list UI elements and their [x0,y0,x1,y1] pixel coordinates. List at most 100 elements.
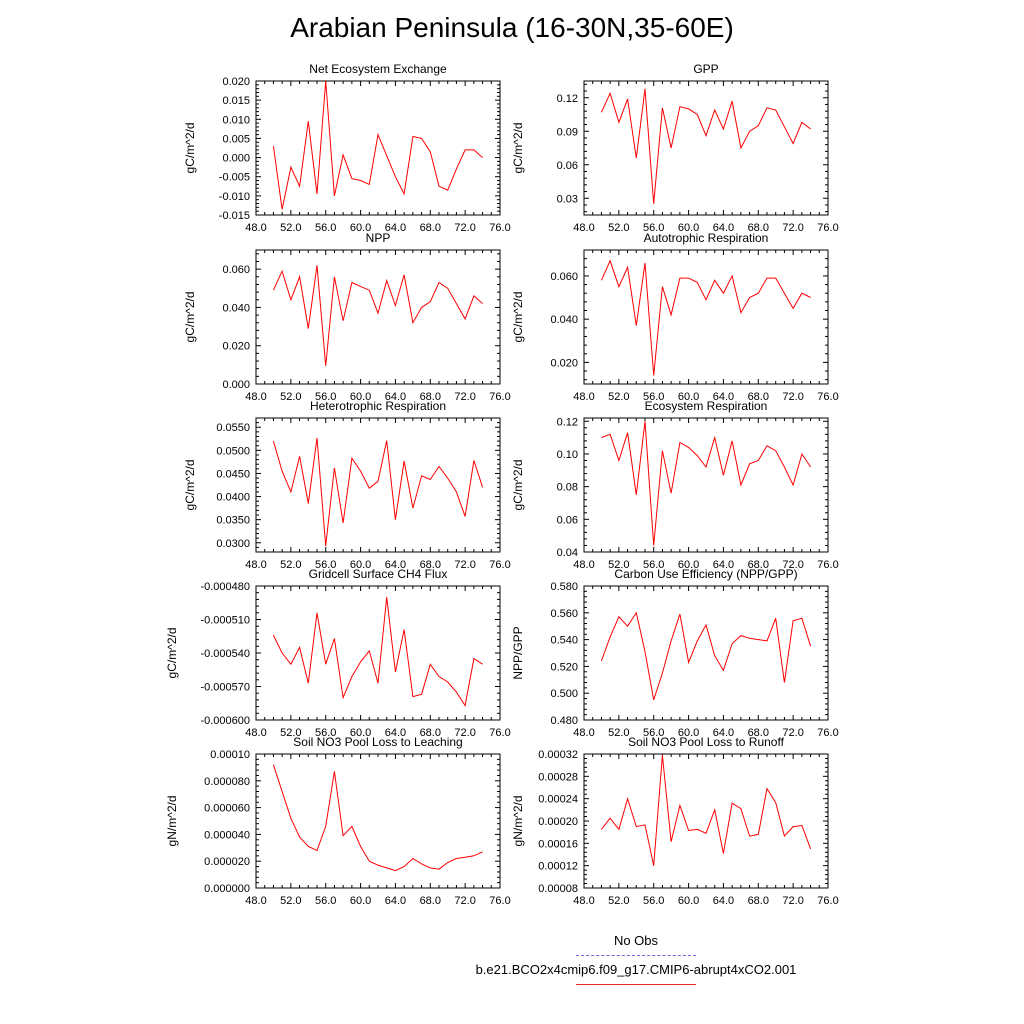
legend-model-line [576,984,696,985]
x-tick-label: 60.0 [678,559,699,571]
y-tick-label: 0.000080 [204,776,250,788]
y-tick-label: 0.10 [557,449,578,461]
series-line-1 [272,265,483,366]
x-tick-label: 68.0 [420,222,441,234]
x-tick-label: 72.0 [782,727,803,739]
y-tick-label: 0.520 [550,661,578,673]
chart-panel-1: Net Ecosystem Exchange gC/m^2/d 48.0 52.0 56… [183,62,511,234]
x-tick-label: 60.0 [350,727,371,739]
y-tick-label: 0.500 [550,688,578,700]
x-tick-label: 52.0 [280,559,301,571]
series-line-1 [600,88,811,204]
chart-panel-8: Carbon Use Efficiency (NPP/GPP) NPP/GPP 48… [511,567,839,739]
x-tick-label: 76.0 [817,727,838,739]
y-tick-label: 0.0300 [216,538,250,550]
y-tick-label: -0.000510 [200,615,250,627]
panel-title: Carbon Use Efficiency (NPP/GPP) [614,567,797,581]
x-tick-label: 76.0 [489,727,510,739]
x-tick-label: 48.0 [245,727,266,739]
x-tick-label: 48.0 [245,559,266,571]
y-tick-label: 0.560 [550,608,578,620]
x-tick-label: 68.0 [748,895,769,907]
x-tick-label: 48.0 [573,222,594,234]
x-tick-label: 56.0 [643,222,664,234]
panel-title: Soil NO3 Pool Loss to Leaching [293,735,462,749]
x-tick-label: 72.0 [454,727,475,739]
y-tick-label: -0.005 [219,172,250,184]
x-tick-label: 68.0 [420,391,441,403]
x-tick-label: 72.0 [454,222,475,234]
y-tick-label: 0.020 [550,357,578,369]
y-tick-label: 0.000 [222,379,250,391]
x-tick-label: 60.0 [350,895,371,907]
y-tick-label: 0.000060 [204,803,250,815]
x-tick-label: 76.0 [489,559,510,571]
x-tick-label: 48.0 [573,895,594,907]
x-tick-label: 76.0 [489,391,510,403]
y-tick-label: 0.020 [222,341,250,353]
y-tick-label: 0.00010 [210,749,250,761]
x-tick-label: 48.0 [245,895,266,907]
x-tick-label: 68.0 [420,895,441,907]
legend-model-label: b.e21.BCO2x4cmip6.f09_g17.CMIP6-abrupt4x… [475,962,797,977]
series-line-1 [600,611,812,701]
x-tick-label: 76.0 [817,559,838,571]
panel-title: NPP [366,231,391,245]
y-tick-label: 0.0500 [216,445,250,457]
x-tick-label: 56.0 [643,391,664,403]
y-tick-label: 0.040 [222,302,250,314]
y-axis-label: NPP/GPP [511,626,525,679]
panel-title: GPP [693,62,718,76]
y-tick-label: 0.0350 [216,515,250,527]
y-tick-label: 0.08 [557,482,578,494]
plot-frame [583,417,829,553]
x-tick-label: 76.0 [489,895,510,907]
x-tick-label: 60.0 [350,222,371,234]
series-line-1 [272,437,484,547]
y-tick-label: 0.0550 [216,422,250,434]
y-tick-label: 0.000000 [204,883,250,895]
x-tick-label: 76.0 [817,895,838,907]
x-tick-label: 60.0 [350,559,371,571]
x-tick-label: 68.0 [748,222,769,234]
y-tick-label: 0.000020 [204,856,250,868]
y-tick-label: -0.000540 [200,648,250,660]
y-axis-label: gC/m^2/d [183,460,197,511]
x-tick-label: 76.0 [817,222,838,234]
x-tick-label: 56.0 [315,559,336,571]
series-line-1 [601,755,812,866]
y-tick-label: 0.0450 [216,468,250,480]
y-tick-label: -0.000480 [200,581,250,593]
x-tick-label: 56.0 [315,222,336,234]
x-tick-label: 56.0 [643,559,664,571]
x-tick-label: 52.0 [280,222,301,234]
y-tick-label: 0.580 [550,581,578,593]
plot-frame [255,249,501,385]
y-tick-label: 0.04 [557,547,578,559]
x-tick-label: 68.0 [420,727,441,739]
y-tick-label: 0.09 [557,126,578,138]
y-tick-label: 0.06 [557,514,578,526]
y-axis-label: gN/m^2/d [511,796,525,847]
x-tick-label: 56.0 [315,727,336,739]
series-line-1 [272,597,483,707]
y-tick-label: 0.060 [222,264,250,276]
x-tick-label: 64.0 [385,727,406,739]
legend-obs-label: No Obs [613,933,659,948]
x-tick-label: 48.0 [245,222,266,234]
x-tick-label: 72.0 [454,391,475,403]
x-tick-label: 68.0 [420,559,441,571]
x-tick-label: 72.0 [454,559,475,571]
y-axis-label: gC/m^2/d [511,292,525,343]
x-tick-label: 56.0 [315,895,336,907]
panel-title: Soil NO3 Pool Loss to Runoff [628,735,785,749]
x-tick-label: 48.0 [573,559,594,571]
y-tick-label: 0.06 [557,160,578,172]
y-tick-label: 0.0400 [216,492,250,504]
x-tick-label: 68.0 [748,559,769,571]
y-tick-label: 0.03 [557,193,578,205]
x-tick-label: 48.0 [573,727,594,739]
series-line-1 [600,259,811,376]
series-line-1 [272,80,483,210]
